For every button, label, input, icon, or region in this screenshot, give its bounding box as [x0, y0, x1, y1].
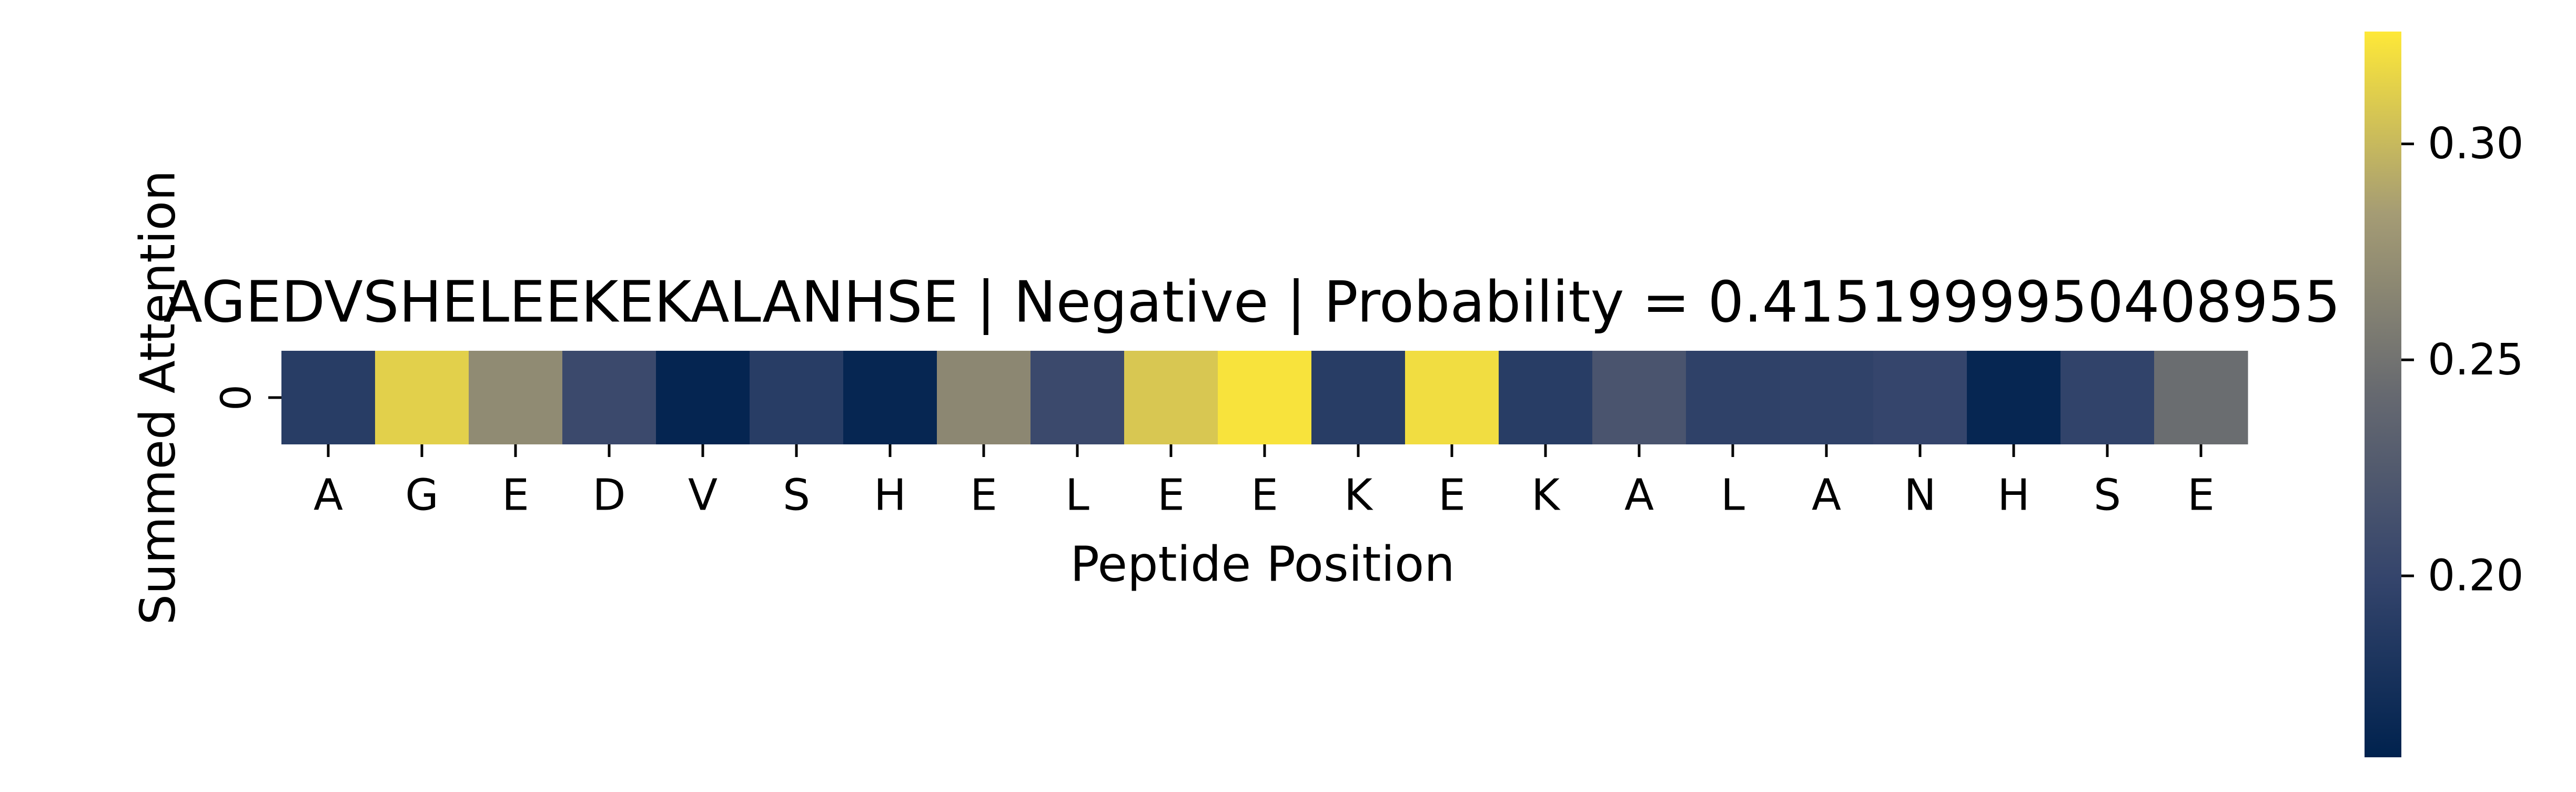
heatmap-cell — [1686, 351, 1780, 444]
heatmap-cell — [1218, 351, 1312, 444]
heatmap-cell — [1031, 351, 1125, 444]
x-tick-label: S — [2094, 471, 2121, 521]
heatmap-cell — [843, 351, 937, 444]
heatmap-cell — [562, 351, 656, 444]
x-tick-label: A — [1812, 471, 1841, 521]
heatmap-cells — [281, 351, 2248, 444]
colorbar — [2365, 32, 2401, 757]
heatmap-cell — [2060, 351, 2155, 444]
y-tick-label-0: 0 — [213, 384, 260, 411]
x-tick-label: V — [688, 471, 718, 521]
x-tick-label: E — [2187, 471, 2215, 521]
heatmap-cell — [1311, 351, 1406, 444]
colorbar-tick-label: 0.30 — [2428, 119, 2524, 169]
x-tick-label: E — [1157, 471, 1185, 521]
x-tick-label: E — [1251, 471, 1278, 521]
x-tick-label: H — [874, 471, 906, 521]
x-tick-label: E — [970, 471, 997, 521]
y-tick-0: 0 — [213, 384, 281, 411]
heatmap-cell — [1592, 351, 1686, 444]
x-tick-label: D — [592, 471, 625, 521]
heatmap-cell — [1780, 351, 1874, 444]
x-tick-label: L — [1721, 471, 1745, 521]
x-tick-label: K — [1344, 471, 1373, 521]
x-tick-label: N — [1904, 471, 1936, 521]
x-tick-label: E — [502, 471, 529, 521]
colorbar-tick-label: 0.25 — [2428, 335, 2524, 385]
heatmap-cell — [750, 351, 844, 444]
heatmap-cell — [281, 351, 376, 444]
x-tick-label: K — [1531, 471, 1561, 521]
x-tick-label: L — [1065, 471, 1089, 521]
heatmap-cell — [1967, 351, 2061, 444]
x-tick-label: A — [1624, 471, 1654, 521]
x-tick-label: S — [783, 471, 810, 521]
colorbar-tick-label: 0.20 — [2428, 551, 2524, 601]
heatmap-cell — [1499, 351, 1593, 444]
x-axis-label: Peptide Position — [1070, 536, 1454, 593]
heatmap-cell — [375, 351, 469, 444]
heatmap-cell — [937, 351, 1031, 444]
x-tick-label: E — [1438, 471, 1466, 521]
heatmap-cell — [1124, 351, 1218, 444]
x-tick-label: H — [1997, 471, 2030, 521]
heatmap-cell — [1405, 351, 1499, 444]
heatmap-cell — [1873, 351, 1967, 444]
heatmap-cell — [656, 351, 750, 444]
colorbar-ticks: 0.20 0.25 0.30 — [2401, 119, 2524, 601]
heatmap-cell — [469, 351, 563, 444]
heatmap-cell — [2154, 351, 2248, 444]
chart-title: AGEDVSHELEEKEKALANHSE | Negative | Proba… — [164, 270, 2340, 336]
y-axis-label: Summed Attention — [130, 170, 186, 625]
x-tick-label: G — [405, 471, 439, 521]
x-tick-label: A — [314, 471, 343, 521]
